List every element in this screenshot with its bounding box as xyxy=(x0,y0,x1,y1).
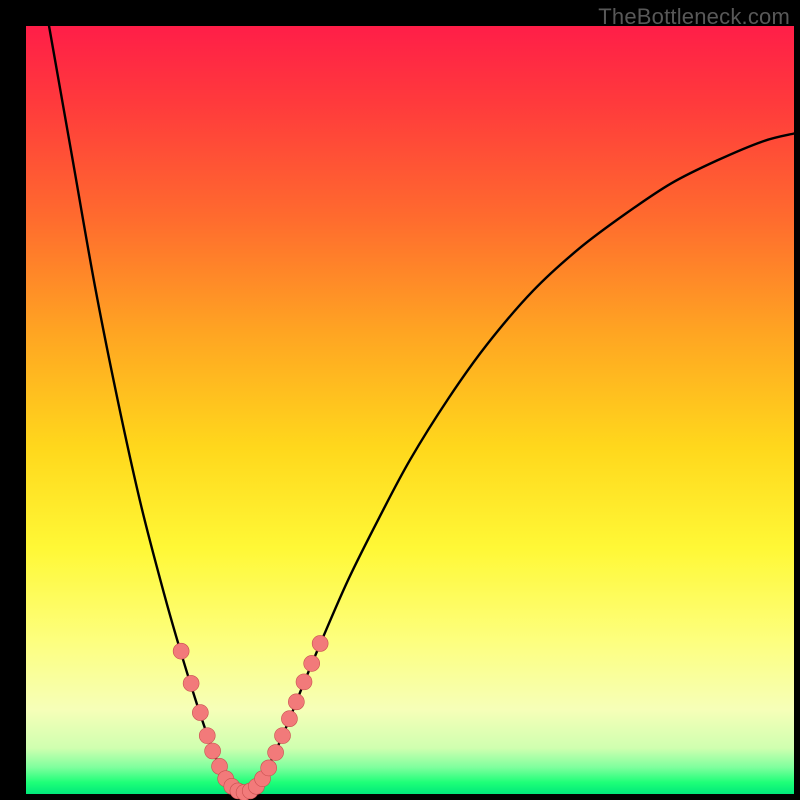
data-marker xyxy=(312,635,328,651)
gradient-background xyxy=(26,26,794,794)
chart-root: { "watermark_text": "TheBottleneck.com",… xyxy=(0,0,800,800)
data-marker xyxy=(288,694,304,710)
data-marker xyxy=(205,743,221,759)
data-marker xyxy=(275,728,291,744)
data-marker xyxy=(281,711,297,727)
plot-area xyxy=(26,26,794,794)
data-marker xyxy=(183,675,199,691)
data-marker xyxy=(296,674,312,690)
chart-svg xyxy=(26,26,794,794)
data-marker xyxy=(261,760,277,776)
data-marker xyxy=(268,745,284,761)
data-marker xyxy=(199,728,215,744)
data-marker xyxy=(304,655,320,671)
data-marker xyxy=(173,643,189,659)
data-marker xyxy=(192,705,208,721)
